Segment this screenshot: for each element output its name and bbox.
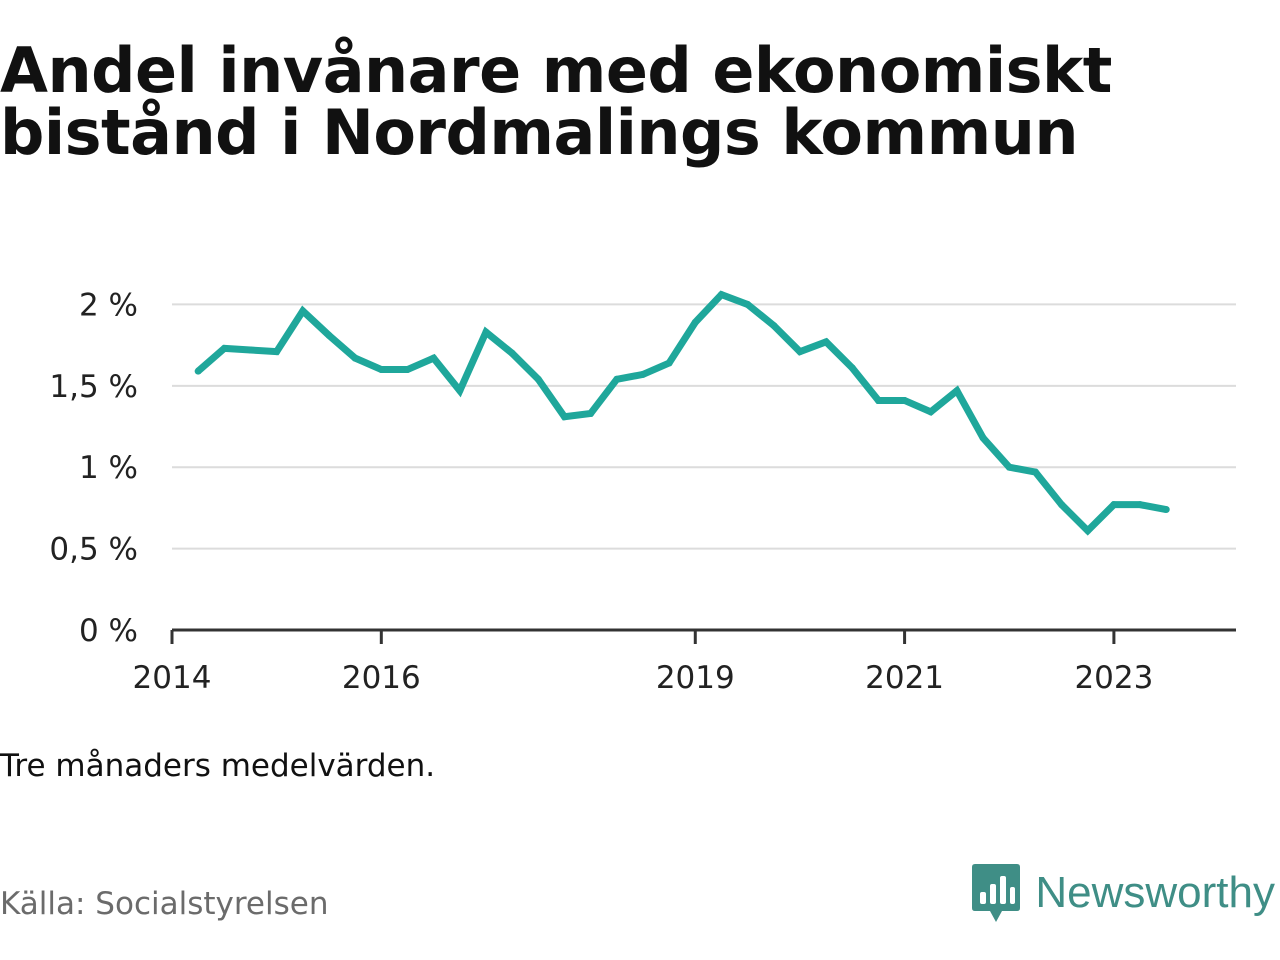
data-point — [639, 370, 647, 378]
chart-title: Andel invånare med ekonomiskt bistånd i … — [0, 34, 1112, 169]
data-point — [979, 434, 987, 442]
data-point — [1136, 501, 1144, 509]
data-point — [430, 354, 438, 362]
brand-logo: Newsworthy — [971, 862, 1275, 924]
x-tick-label: 2019 — [656, 660, 735, 696]
brand-name: Newsworthy — [1035, 868, 1275, 917]
data-point — [770, 322, 778, 330]
data-point — [1110, 501, 1118, 509]
data-point — [273, 348, 281, 356]
data-point — [377, 366, 385, 374]
data-point — [456, 387, 464, 395]
data-point — [874, 396, 882, 404]
data-point — [953, 387, 961, 395]
x-tick-label: 2016 — [342, 660, 421, 696]
x-axis-ticks: 2014 2016 2019 2021 2023 — [133, 630, 1153, 696]
data-point — [403, 366, 411, 374]
line-chart: 0 % 0,5 % 1 % 1,5 % 2 % 2014 2016 2019 2021 2023 — [49, 287, 1236, 696]
data-point — [1058, 501, 1066, 509]
data-point — [691, 318, 699, 326]
data-point — [744, 300, 752, 308]
data-point — [665, 359, 673, 367]
y-tick-label: 1,5 % — [49, 369, 138, 405]
x-tick-label: 2014 — [133, 660, 212, 696]
data-points — [194, 291, 1170, 535]
data-point — [351, 354, 359, 362]
data-point — [901, 396, 909, 404]
data-point — [822, 338, 830, 346]
data-point — [534, 375, 542, 383]
data-point — [299, 307, 307, 315]
data-point — [325, 331, 333, 339]
y-tick-label: 1 % — [79, 450, 138, 486]
data-point — [560, 413, 568, 421]
data-point — [848, 364, 856, 372]
data-point — [717, 291, 725, 299]
y-axis-tick-labels: 0 % 0,5 % 1 % 1,5 % 2 % — [49, 287, 138, 649]
data-point — [613, 375, 621, 383]
y-tick-label: 0 % — [79, 613, 138, 649]
data-point — [587, 409, 595, 417]
series-line — [195, 290, 1167, 536]
data-point — [1084, 527, 1092, 535]
x-tick-label: 2021 — [865, 660, 944, 696]
data-point — [220, 344, 228, 352]
data-point — [482, 328, 490, 336]
gridlines — [172, 303, 1236, 550]
data-point — [194, 367, 202, 375]
source-credit: Källa: Socialstyrelsen — [0, 886, 329, 922]
data-point — [1005, 463, 1013, 471]
data-point — [796, 348, 804, 356]
data-point — [927, 408, 935, 416]
data-point — [508, 349, 516, 357]
x-tick-label: 2023 — [1074, 660, 1153, 696]
y-tick-label: 2 % — [79, 287, 138, 323]
y-tick-label: 0,5 % — [49, 532, 138, 568]
data-point — [1162, 506, 1170, 514]
chart-note: Tre månaders medelvärden. — [0, 748, 436, 784]
data-point — [1031, 468, 1039, 476]
data-point — [246, 346, 254, 354]
newsworthy-logo-icon — [972, 864, 1021, 922]
